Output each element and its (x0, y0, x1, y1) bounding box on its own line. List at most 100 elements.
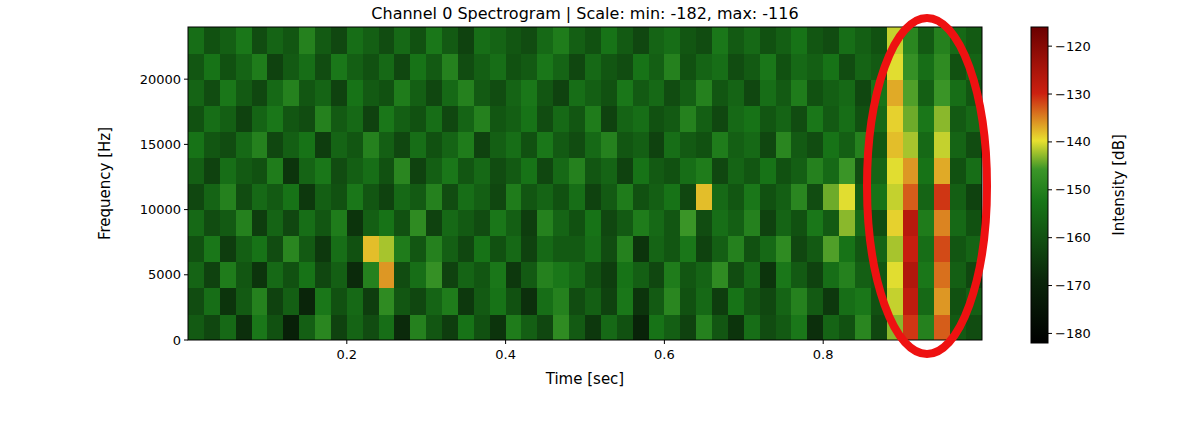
x-tick-label: 0.4 (495, 347, 516, 362)
cell (712, 105, 728, 132)
cell (410, 79, 426, 106)
cell (839, 157, 855, 184)
cell (934, 157, 950, 184)
cell (680, 53, 696, 80)
cell (664, 79, 680, 106)
cell (712, 210, 728, 237)
cell (934, 105, 950, 132)
cell (569, 288, 585, 315)
cell (363, 79, 379, 106)
cell (553, 27, 569, 54)
cell (712, 288, 728, 315)
cell (633, 262, 649, 289)
cell (315, 105, 331, 132)
cell (379, 262, 395, 289)
cell (649, 288, 665, 315)
cell (442, 314, 458, 340)
cell (188, 105, 204, 132)
cell (680, 79, 696, 106)
x-tick (664, 340, 665, 344)
cell (267, 288, 283, 315)
cell (379, 288, 395, 315)
cell (220, 157, 236, 184)
cell (442, 288, 458, 315)
cell (585, 236, 601, 263)
cell (521, 314, 537, 340)
cell (426, 53, 442, 80)
cell (537, 236, 553, 263)
cell (188, 157, 204, 184)
x-tick-label: 0.2 (336, 347, 357, 362)
cell (728, 288, 744, 315)
cell (537, 184, 553, 211)
cell (236, 105, 252, 132)
cell (394, 27, 410, 54)
cell (331, 79, 347, 106)
cell (506, 184, 522, 211)
cell (712, 79, 728, 106)
cell (458, 184, 474, 211)
cell (601, 184, 617, 211)
cell (506, 210, 522, 237)
cell (569, 314, 585, 340)
cell (506, 262, 522, 289)
cell (236, 288, 252, 315)
cell (680, 262, 696, 289)
cell (617, 157, 633, 184)
cell (601, 236, 617, 263)
cell (680, 27, 696, 54)
cell (188, 314, 204, 340)
cell (379, 157, 395, 184)
cell (410, 288, 426, 315)
cell (252, 27, 268, 54)
cell (696, 314, 712, 340)
cell (696, 53, 712, 80)
cell (252, 157, 268, 184)
cell (903, 131, 919, 158)
cell (776, 131, 792, 158)
cell (521, 79, 537, 106)
cell (776, 79, 792, 106)
cell (267, 184, 283, 211)
cell (363, 210, 379, 237)
cell (394, 210, 410, 237)
cell (474, 131, 490, 158)
cell (744, 236, 760, 263)
cell (760, 184, 776, 211)
cell (347, 210, 363, 237)
cell (506, 236, 522, 263)
cell (728, 131, 744, 158)
cell (188, 53, 204, 80)
cell (664, 131, 680, 158)
cell (950, 157, 966, 184)
cell (379, 53, 395, 80)
cell (839, 184, 855, 211)
cell (744, 105, 760, 132)
cell (236, 314, 252, 340)
cell (188, 27, 204, 54)
cell (744, 288, 760, 315)
y-tick (184, 79, 188, 80)
cell (807, 288, 823, 315)
cell (267, 27, 283, 54)
cell (315, 157, 331, 184)
cell (267, 314, 283, 340)
cell (617, 53, 633, 80)
cell (426, 157, 442, 184)
cell (363, 105, 379, 132)
cell (633, 236, 649, 263)
cell (553, 131, 569, 158)
cell (712, 53, 728, 80)
cell (252, 210, 268, 237)
cell (299, 105, 315, 132)
cell (506, 314, 522, 340)
cell (490, 288, 506, 315)
highlight-ellipse (867, 18, 987, 354)
cell (903, 236, 919, 263)
cell (283, 53, 299, 80)
cell (363, 53, 379, 80)
cell (966, 210, 982, 237)
cell (394, 53, 410, 80)
cell (490, 262, 506, 289)
cell (363, 236, 379, 263)
